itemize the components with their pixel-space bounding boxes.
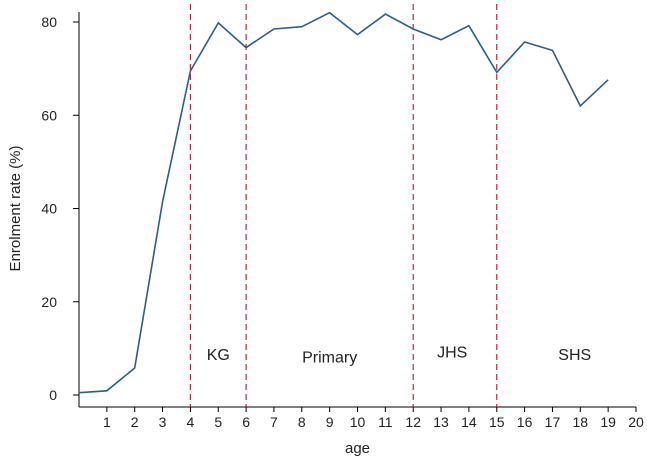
- x-tick-label: 12: [405, 414, 421, 430]
- x-tick-label: 5: [214, 414, 222, 430]
- y-ticks: 0 20 40 60 80: [41, 14, 79, 403]
- x-tick-label: 18: [573, 414, 589, 430]
- y-tick-label: 60: [41, 107, 57, 123]
- y-tick-label: 40: [41, 201, 57, 217]
- enrolment-series-line: [78, 11, 609, 394]
- region-label-shs: SHS: [558, 347, 591, 364]
- x-tick-label: 13: [433, 414, 449, 430]
- x-tick-label: 8: [298, 414, 306, 430]
- y-tick-label: 0: [49, 387, 57, 403]
- x-tick-label: 4: [187, 414, 195, 430]
- y-tick-label: 80: [41, 14, 57, 30]
- x-tick-label: 9: [326, 414, 334, 430]
- x-tick-label: 20: [628, 414, 644, 430]
- x-tick-label: 19: [600, 414, 616, 430]
- x-tick-label: 15: [489, 414, 505, 430]
- x-tick-label: 3: [159, 414, 167, 430]
- region-labels: KG Primary JHS SHS: [207, 345, 591, 367]
- x-axis-title: age: [345, 440, 370, 457]
- x-tick-label: 14: [461, 414, 477, 430]
- x-tick-label: 10: [350, 414, 366, 430]
- y-tick-label: 20: [41, 294, 57, 310]
- x-tick-label: 6: [242, 414, 250, 430]
- region-label-kg: KG: [207, 347, 230, 364]
- x-tick-label: 7: [270, 414, 278, 430]
- x-tick-label: 2: [131, 414, 139, 430]
- x-tick-label: 11: [378, 414, 393, 430]
- x-tick-label: 16: [517, 414, 533, 430]
- region-label-primary: Primary: [302, 349, 357, 366]
- region-label-jhs: JHS: [437, 345, 467, 362]
- x-tick-label: 17: [545, 414, 561, 430]
- x-ticks: 1 2 3 4 5 6 7 8 9 10 11 12 13 14 15 16 17 18 19 20: [103, 407, 644, 430]
- x-tick-label: 1: [103, 414, 111, 430]
- y-axis-title: Enrolment rate (%): [7, 146, 24, 272]
- dividers: [189, 4, 498, 407]
